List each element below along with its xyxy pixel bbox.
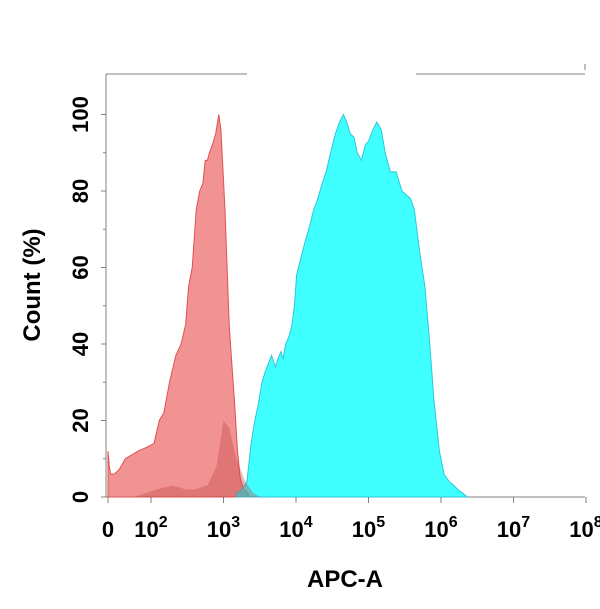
y-tick-label: 60 <box>68 255 93 279</box>
histogram-series-2 <box>235 113 469 498</box>
x-tick-label: 105 <box>352 514 385 542</box>
histogram-series-3 <box>133 420 261 497</box>
x-tick-label: 107 <box>497 514 530 542</box>
x-tick-label: 108 <box>569 514 600 542</box>
y-axis-label: Count (%) <box>19 228 46 341</box>
histogram-series-1 <box>107 114 249 498</box>
x-tick-label: 102 <box>134 514 167 542</box>
y-tick-label: 40 <box>68 332 93 356</box>
y-tick-label: 80 <box>68 179 93 203</box>
x-tick-label: 106 <box>424 514 457 542</box>
x-tick-label: 103 <box>207 514 240 542</box>
x-tick-label: 0 <box>102 517 114 542</box>
y-tick-label: 0 <box>68 491 93 503</box>
x-tick-label: 104 <box>279 514 312 542</box>
x-axis-label: APC-A <box>307 566 383 593</box>
y-tick-label: 20 <box>68 408 93 432</box>
y-tick-label: 100 <box>68 96 93 133</box>
